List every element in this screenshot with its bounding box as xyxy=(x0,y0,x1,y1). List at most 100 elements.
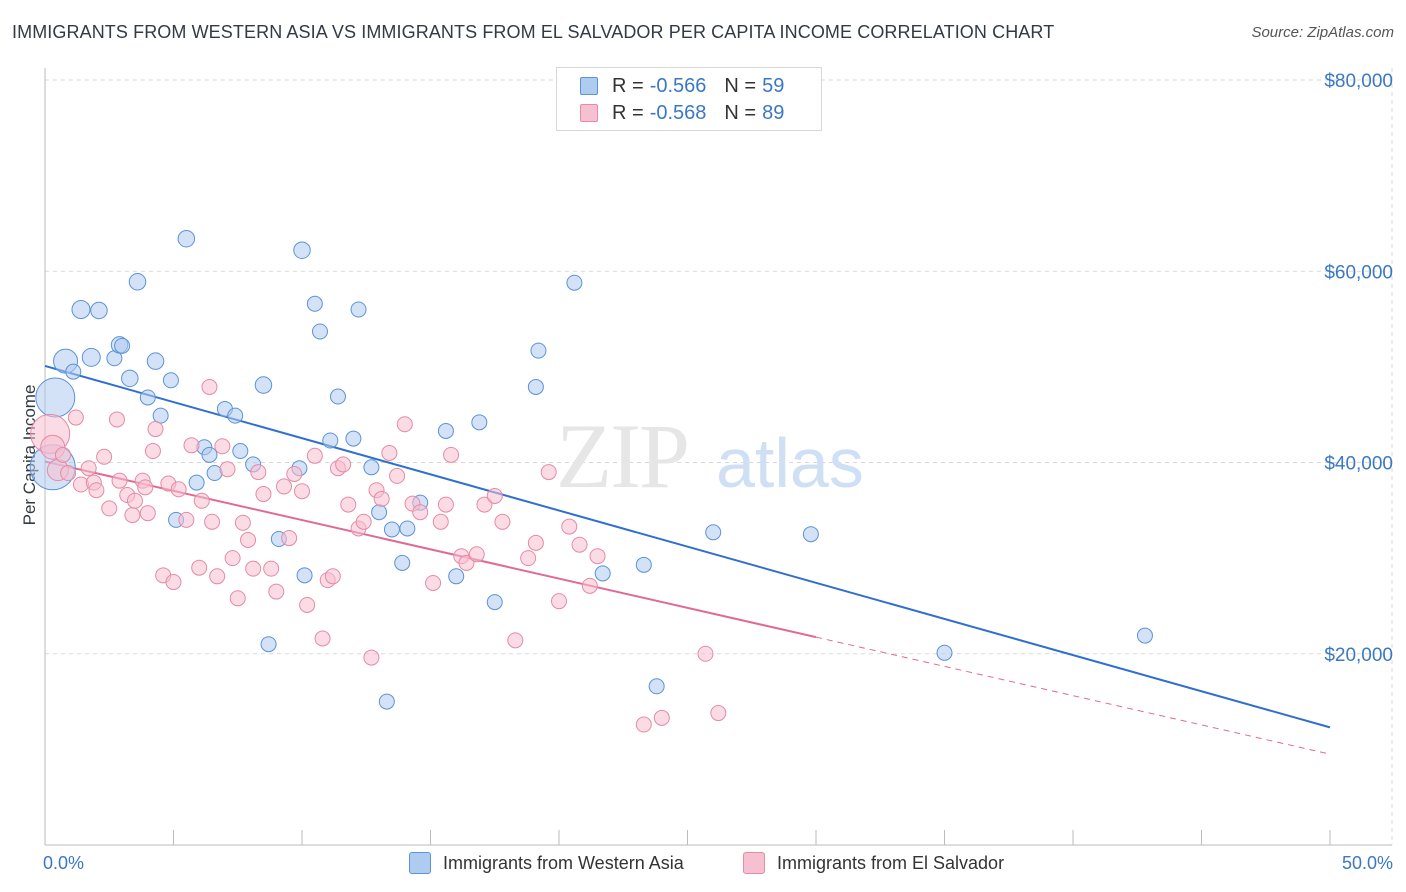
point-el-salvador xyxy=(527,534,544,551)
point-western-asia xyxy=(254,376,273,394)
watermark: ZIP atlas xyxy=(556,405,864,507)
x-tick-label-max: 50.0% xyxy=(1342,853,1393,873)
point-el-salvador xyxy=(476,496,493,513)
point-el-salvador xyxy=(209,568,226,585)
legend-n-label: N = xyxy=(724,74,757,97)
x-tick-label-min: 0.0% xyxy=(43,853,84,873)
y-tick-label: $20,000 xyxy=(1324,645,1393,666)
point-el-salvador xyxy=(137,479,154,496)
point-western-asia xyxy=(527,378,544,395)
point-el-salvador xyxy=(396,416,413,433)
point-el-salvador xyxy=(286,465,303,482)
legend-n-value: 59 xyxy=(762,74,785,97)
point-el-salvador xyxy=(335,456,352,473)
point-western-asia xyxy=(311,323,328,340)
point-el-salvador xyxy=(540,464,557,481)
point-western-asia xyxy=(635,556,652,573)
point-el-salvador xyxy=(340,496,357,513)
y-tick-label: $80,000 xyxy=(1324,71,1393,92)
point-el-salvador xyxy=(520,550,537,567)
series-legend-el-salvador[interactable]: Immigrants from El Salvador xyxy=(743,852,1004,874)
point-el-salvador xyxy=(165,574,182,591)
y-axis-label: Per Capita Income xyxy=(20,385,39,526)
point-el-salvador xyxy=(101,500,118,517)
point-el-salvador xyxy=(214,438,231,455)
point-western-asia xyxy=(201,446,218,463)
legend-row-el-salvador: R = -0.568 N = 89 xyxy=(557,99,784,127)
point-western-asia xyxy=(188,474,205,491)
point-western-asia xyxy=(81,347,101,367)
point-el-salvador xyxy=(88,482,105,499)
legend-n-label: N = xyxy=(724,101,757,124)
point-el-salvador xyxy=(381,444,398,461)
point-western-asia xyxy=(232,443,249,460)
legend-r-value: -0.566 xyxy=(649,74,707,97)
series-legend-western-asia[interactable]: Immigrants from Western Asia xyxy=(409,852,684,874)
point-western-asia xyxy=(306,295,323,312)
point-western-asia xyxy=(146,352,165,370)
point-el-salvador xyxy=(224,550,241,567)
series-swatch-pink xyxy=(743,852,765,874)
series-swatch-blue xyxy=(409,852,431,874)
data-points xyxy=(29,229,1153,733)
series-legend: Immigrants from Western Asia Immigrants … xyxy=(0,852,1406,878)
point-western-asia xyxy=(486,594,503,611)
point-el-salvador xyxy=(60,465,77,482)
point-el-salvador xyxy=(314,630,331,647)
point-western-asia xyxy=(139,389,156,406)
point-western-asia xyxy=(121,369,139,388)
point-western-asia xyxy=(394,554,411,571)
point-el-salvador xyxy=(147,421,164,438)
point-el-salvador xyxy=(281,530,298,547)
point-western-asia xyxy=(90,301,108,320)
point-el-salvador xyxy=(229,590,246,607)
point-el-salvador xyxy=(240,531,257,548)
point-el-salvador xyxy=(494,513,511,530)
point-el-salvador xyxy=(432,513,449,530)
point-el-salvador xyxy=(263,560,280,577)
point-el-salvador xyxy=(191,559,208,576)
point-el-salvador xyxy=(276,478,293,495)
point-western-asia xyxy=(152,407,169,424)
source-label: Source: ZipAtlas.com xyxy=(1251,24,1394,41)
point-western-asia xyxy=(399,520,416,537)
point-el-salvador xyxy=(324,568,341,585)
tick-labels: $20,000 $40,000 $60,000 $80,000 0.0% 50.0% xyxy=(43,71,1393,873)
point-el-salvador xyxy=(571,536,588,553)
point-western-asia xyxy=(65,363,82,380)
point-western-asia xyxy=(296,567,313,584)
point-western-asia xyxy=(128,273,147,291)
point-western-asia xyxy=(530,342,547,359)
chart-title: IMMIGRANTS FROM WESTERN ASIA VS IMMIGRAN… xyxy=(12,22,1055,42)
point-el-salvador xyxy=(144,443,161,460)
point-el-salvador xyxy=(255,486,272,503)
point-el-salvador xyxy=(589,548,606,565)
point-western-asia xyxy=(448,568,465,585)
point-western-asia xyxy=(1136,627,1153,644)
point-western-asia xyxy=(162,372,179,389)
point-el-salvador xyxy=(124,507,141,524)
point-el-salvador xyxy=(294,483,310,500)
point-el-salvador xyxy=(54,446,71,463)
point-el-salvador xyxy=(443,446,460,463)
point-el-salvador xyxy=(507,632,524,649)
point-el-salvador xyxy=(204,513,221,530)
point-western-asia xyxy=(371,504,388,521)
point-western-asia xyxy=(322,432,339,449)
point-el-salvador xyxy=(551,593,567,610)
trend-line-western-asia xyxy=(44,364,1331,729)
point-el-salvador xyxy=(635,716,652,733)
point-el-salvador xyxy=(306,447,323,464)
watermark-zip: ZIP xyxy=(556,405,688,507)
point-western-asia xyxy=(594,565,611,582)
point-el-salvador xyxy=(245,560,262,577)
point-western-asia xyxy=(114,337,131,354)
watermark-atlas: atlas xyxy=(716,424,864,502)
legend-swatch-blue xyxy=(580,77,598,95)
legend-swatch-pink xyxy=(580,104,598,122)
point-western-asia xyxy=(260,636,277,653)
point-western-asia xyxy=(936,644,953,661)
point-western-asia xyxy=(177,229,196,248)
point-el-salvador xyxy=(108,411,125,428)
